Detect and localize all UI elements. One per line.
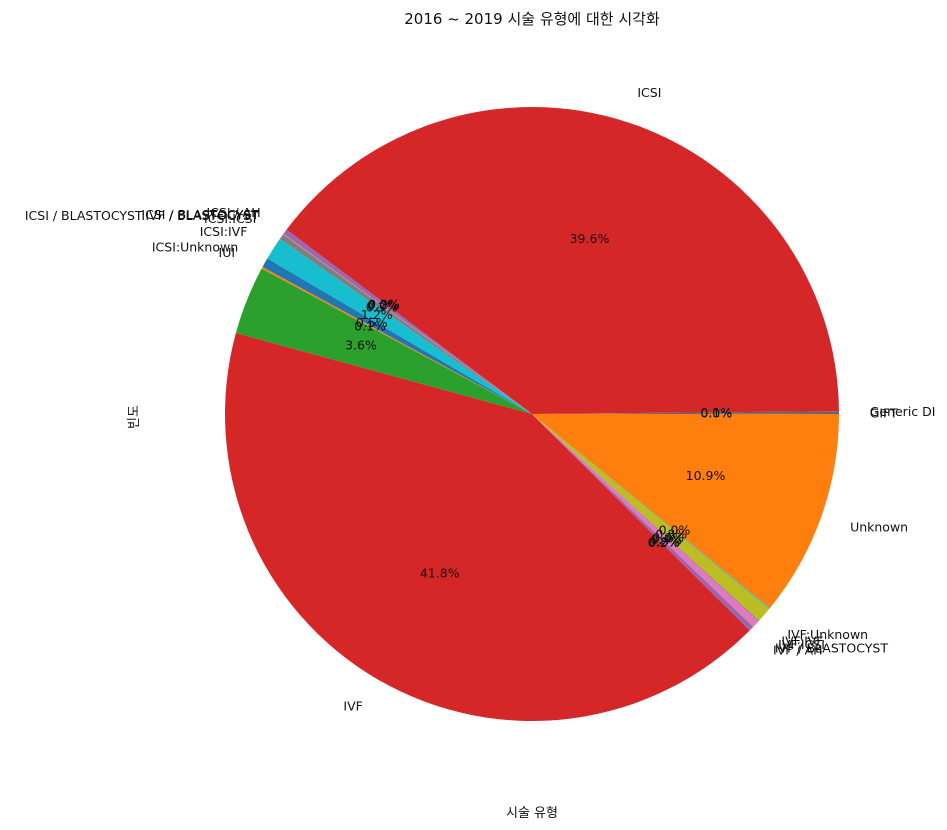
- slice-category-label: IUI: [219, 245, 236, 260]
- pie-slice: [267, 239, 532, 414]
- slice-category-label: ICSI:Unknown: [152, 240, 238, 255]
- slice-percent-label: 0.0%: [367, 297, 399, 312]
- slice-percent-label: 0.3%: [366, 300, 398, 315]
- pie-slices: [225, 106, 839, 722]
- slice-category-label: ICSI / BLASTOCYST: [141, 207, 259, 222]
- slice-percent-label: 39.6%: [570, 231, 610, 246]
- slice-percent-label: 0.8%: [655, 527, 687, 542]
- slice-percent-label: 0.2%: [648, 535, 680, 550]
- slice-percent-label: 0.0%: [659, 523, 691, 538]
- pie-percent-labels: 0.0%0.1%39.6%0.2%0.0%0.0%0.3%1.2%0.5%0.1…: [345, 231, 732, 580]
- pie-slice: [283, 233, 532, 414]
- slice-percent-label: 0.0%: [649, 534, 681, 549]
- slice-percent-label: 0.4%: [650, 532, 682, 547]
- pie-slice: [235, 268, 533, 414]
- slice-category-label: IVF:ICSI: [778, 637, 825, 652]
- slice-percent-label: 10.9%: [686, 468, 726, 483]
- slice-category-label: IVF:IVF: [781, 634, 823, 649]
- pie-slice: [532, 414, 760, 622]
- slice-percent-label: 0.0%: [652, 530, 684, 545]
- y-axis-label: 빈도: [127, 405, 142, 429]
- slice-category-label: ICSI:IVF: [200, 224, 248, 239]
- pie-slice: [261, 266, 532, 414]
- slice-category-label: ICSI:ICSI: [204, 211, 256, 226]
- pie-slice: [532, 414, 759, 627]
- slice-category-label: GIFT: [870, 405, 898, 420]
- slice-category-label: ICSI / AH: [207, 205, 261, 220]
- slice-percent-label: 0.5%: [356, 315, 388, 330]
- slice-category-label: Generic DI: [870, 404, 936, 419]
- pie-slice: [279, 234, 532, 414]
- pie-slice: [532, 414, 753, 631]
- pie-slice: [532, 413, 839, 414]
- chart-title: 2016 ~ 2019 시술 유형에 대한 시각화: [404, 10, 660, 28]
- slice-category-label: Unknown: [850, 519, 908, 534]
- slice-category-label: IVF: [343, 698, 362, 713]
- pie-slice: [286, 106, 839, 414]
- slice-percent-label: 3.6%: [345, 338, 377, 353]
- pie-slice: [262, 258, 532, 414]
- slice-category-label: IVF / BLASTOCYST: [775, 641, 888, 656]
- pie-slice: [283, 232, 532, 414]
- slice-percent-label: 0.1%: [354, 318, 386, 333]
- slice-percent-label: 1.2%: [361, 307, 393, 322]
- slice-percent-label: 41.8%: [420, 565, 460, 580]
- slice-category-label: IVF:Unknown: [787, 627, 868, 642]
- slice-category-label: IVF / AH: [773, 643, 823, 658]
- slice-percent-label: 0.0%: [700, 406, 732, 421]
- slice-percent-label: 0.0%: [367, 298, 399, 313]
- pie-slice: [225, 332, 750, 722]
- pie-slice: [532, 414, 754, 628]
- x-axis-label: 시술 유형: [506, 806, 558, 821]
- slice-percent-label: 0.1%: [700, 405, 732, 420]
- pie-slice: [532, 414, 770, 609]
- slice-category-label: ICSI: [637, 85, 661, 100]
- slice-percent-label: 0.2%: [368, 296, 400, 311]
- pie-slice: [532, 411, 839, 414]
- pie-slice: [532, 414, 839, 609]
- pie-slice: [284, 229, 532, 414]
- pie-slice: [532, 414, 770, 621]
- slice-category-label: ICSI / BLASTOCYST:IVF / BLASTOCYST: [25, 208, 259, 223]
